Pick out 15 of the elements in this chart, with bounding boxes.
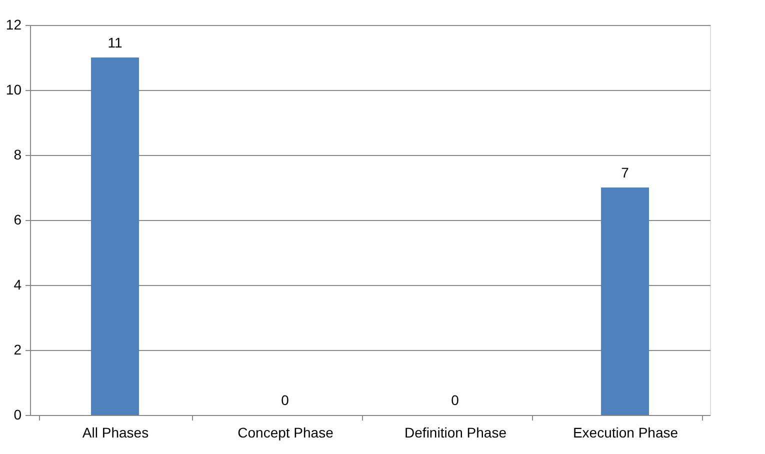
y-tick-label: 12 [6, 16, 22, 32]
y-tick-label: 4 [14, 276, 22, 292]
x-tick-label: All Phases [82, 424, 149, 440]
y-tick-label: 10 [6, 82, 22, 98]
data-label: 0 [451, 392, 460, 408]
y-tick-label: 6 [14, 212, 22, 228]
data-label: 0 [281, 392, 290, 408]
data-label: 7 [621, 164, 630, 180]
y-tick-label: 2 [14, 342, 22, 358]
y-tick-label: 0 [14, 406, 22, 422]
x-tick-label: Concept Phase [238, 424, 334, 440]
data-label: 11 [108, 34, 122, 50]
y-tick-label: 8 [14, 146, 22, 162]
x-tick-label: Definition Phase [404, 424, 507, 440]
x-tick-label: Execution Phase [572, 424, 678, 440]
